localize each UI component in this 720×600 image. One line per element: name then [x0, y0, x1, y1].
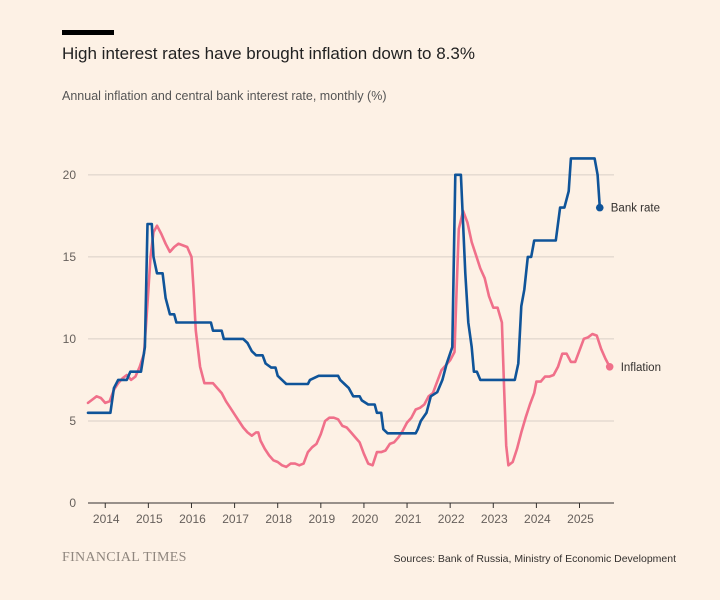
- y-tick-label: 5: [69, 414, 76, 428]
- x-tick-label: 2015: [136, 512, 163, 526]
- x-tick-label: 2019: [308, 512, 335, 526]
- bank-rate-endpoint-marker: [595, 203, 604, 212]
- x-tick-label: 2025: [567, 512, 594, 526]
- inflation-label: Inflation: [621, 362, 661, 374]
- x-tick-label: 2023: [481, 512, 508, 526]
- y-tick-label: 15: [63, 250, 77, 264]
- series-lines: [86, 157, 614, 469]
- y-tick-label: 20: [63, 168, 77, 182]
- x-tick-label: 2021: [395, 512, 422, 526]
- x-tick-label: 2024: [524, 512, 551, 526]
- chart-title: High interest rates have brought inflati…: [62, 44, 475, 63]
- inflation-endpoint-marker: [605, 363, 614, 371]
- x-tick-label: 2022: [438, 512, 465, 526]
- inflation-line: [86, 209, 611, 469]
- y-tick-label: 0: [69, 496, 76, 510]
- source-note: Sources: Bank of Russia, Ministry of Eco…: [393, 553, 676, 565]
- y-tick-labels: 0 5 10 15 20: [63, 168, 77, 510]
- bank-rate-line: [86, 157, 602, 435]
- bank-rate-label: Bank rate: [611, 203, 660, 215]
- x-tick-label: 2018: [265, 512, 292, 526]
- x-tick-label: 2020: [352, 512, 379, 526]
- x-tick-label: 2014: [93, 512, 120, 526]
- series-labels: Inflation Bank rate: [611, 203, 661, 374]
- header-rule: [62, 30, 114, 35]
- x-tick-label: 2016: [179, 512, 206, 526]
- chart-subtitle: Annual inflation and central bank intere…: [62, 89, 387, 103]
- x-tick-label: 2017: [222, 512, 249, 526]
- x-tick-labels: 2014 2015 2016 2017 2018 2019 2020 2021 2022 2023…: [93, 512, 594, 526]
- gridlines: [88, 174, 614, 508]
- ft-brand-logo: FINANCIAL TIMES: [62, 550, 187, 565]
- y-tick-label: 10: [63, 332, 77, 346]
